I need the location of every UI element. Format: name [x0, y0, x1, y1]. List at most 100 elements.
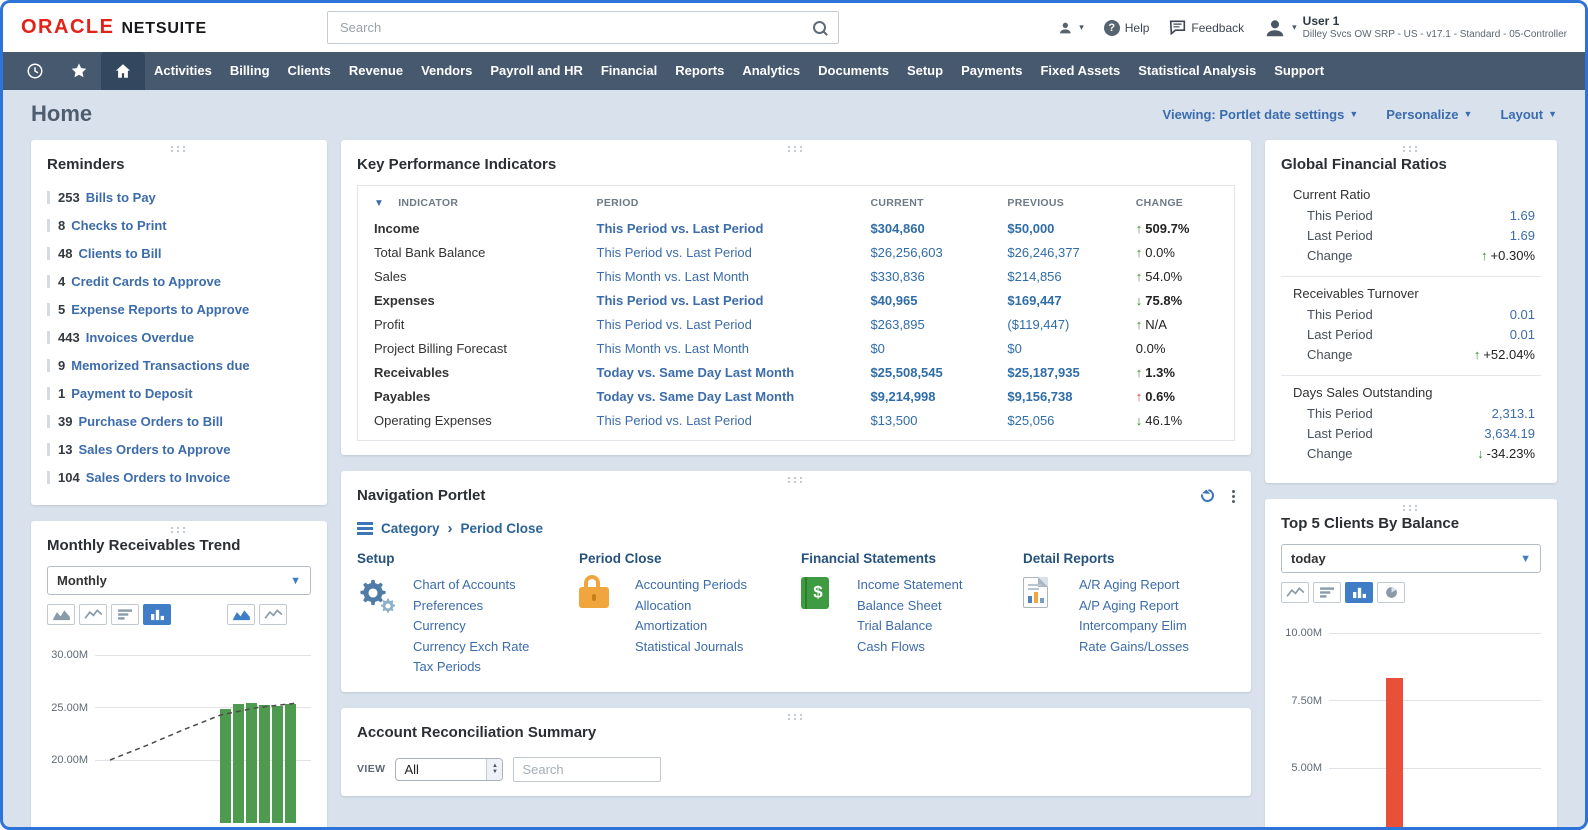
- kpi-period-link[interactable]: This Period vs. Last Period: [596, 244, 752, 260]
- receivables-bar[interactable]: [233, 704, 244, 823]
- kpi-previous-value[interactable]: $25,187,935: [1007, 364, 1080, 380]
- nav-portlet-link-currency[interactable]: Currency: [413, 618, 466, 633]
- nav-portlet-link-rate-gains-losses[interactable]: Rate Gains/Losses: [1079, 638, 1189, 654]
- nav-portlet-link-amortization[interactable]: Amortization: [635, 618, 708, 633]
- kpi-previous-value[interactable]: ($119,447): [1007, 316, 1070, 332]
- nav-item-vendors[interactable]: Vendors: [421, 63, 473, 78]
- nav-portlet-link-a-r-aging-report[interactable]: A/R Aging Report: [1079, 577, 1180, 592]
- drag-handle[interactable]: [786, 145, 806, 152]
- vbar-chart-toggle[interactable]: [1345, 582, 1373, 603]
- area-chart-toggle[interactable]: [227, 604, 255, 625]
- pie-chart-toggle[interactable]: [1377, 582, 1405, 603]
- nav-item-payroll-and-hr[interactable]: Payroll and HR: [490, 63, 583, 78]
- nav-portlet-link-trial-balance[interactable]: Trial Balance: [857, 618, 933, 633]
- nav-item-revenue[interactable]: Revenue: [348, 63, 404, 78]
- reminder-item-expense-reports-to-approve[interactable]: 5 Expense Reports to Approve: [47, 295, 311, 323]
- kpi-current-value[interactable]: $26,256,603: [870, 244, 943, 260]
- reminder-item-clients-to-bill[interactable]: 48 Clients to Bill: [47, 239, 311, 267]
- nav-portlet-link-tax-periods[interactable]: Tax Periods: [413, 659, 481, 674]
- nav-portlet-link-intercompany-elim[interactable]: Intercompany Elim: [1079, 618, 1187, 633]
- viewing-settings-menu[interactable]: Viewing: Portlet date settings ▼: [1162, 106, 1359, 122]
- line-chart-toggle[interactable]: [79, 604, 107, 625]
- reminder-item-checks-to-print[interactable]: 8 Checks to Print: [47, 211, 311, 239]
- drag-handle[interactable]: [786, 712, 806, 720]
- ratio-value-link[interactable]: 2,313.1: [1491, 405, 1535, 421]
- nav-item-fixed-assets[interactable]: Fixed Assets: [1040, 63, 1121, 78]
- kebab-menu-icon[interactable]: [1232, 490, 1235, 493]
- reminder-item-invoices-overdue[interactable]: 443 Invoices Overdue: [47, 323, 311, 351]
- global-search[interactable]: [326, 11, 839, 44]
- feedback-button[interactable]: Feedback: [1169, 20, 1244, 35]
- nav-item-statistical-analysis[interactable]: Statistical Analysis: [1138, 63, 1257, 78]
- kpi-previous-value[interactable]: $9,156,738: [1007, 388, 1073, 404]
- hbar-chart-toggle[interactable]: [111, 604, 139, 625]
- reminder-link[interactable]: Sales Orders to Invoice: [85, 469, 231, 485]
- ratio-value-link[interactable]: 3,634.19: [1484, 425, 1535, 441]
- receivables-bar[interactable]: [272, 706, 283, 823]
- kpi-current-value[interactable]: $13,500: [870, 412, 918, 428]
- clients-period-select[interactable]: today ▼: [1281, 544, 1541, 573]
- ratio-value-link[interactable]: 1.69: [1509, 207, 1535, 223]
- nav-item-activities[interactable]: Activities: [154, 63, 212, 78]
- reminder-item-memorized-transactions-due[interactable]: 9 Memorized Transactions due: [47, 351, 311, 379]
- kpi-current-value[interactable]: $0: [870, 340, 885, 356]
- reminder-item-sales-orders-to-invoice[interactable]: 104 Sales Orders to Invoice: [47, 463, 311, 491]
- ratio-value-link[interactable]: 0.01: [1509, 326, 1535, 342]
- nav-item-clients[interactable]: Clients: [287, 63, 331, 78]
- kpi-previous-value[interactable]: $26,246,377: [1007, 244, 1080, 260]
- vbar-chart-toggle[interactable]: [143, 604, 171, 625]
- view-select[interactable]: All ▲ ▼: [395, 757, 504, 781]
- reminder-item-credit-cards-to-approve[interactable]: 4 Credit Cards to Approve: [47, 267, 311, 295]
- kpi-current-value[interactable]: $304,860: [870, 220, 925, 236]
- reminder-link[interactable]: Expense Reports to Approve: [71, 301, 250, 317]
- nav-item-setup[interactable]: Setup: [906, 63, 944, 78]
- nav-item-analytics[interactable]: Analytics: [742, 63, 801, 78]
- nav-portlet-link-preferences[interactable]: Preferences: [413, 597, 484, 613]
- drag-handle[interactable]: [1401, 145, 1421, 152]
- drag-handle[interactable]: [1401, 504, 1421, 511]
- kpi-period-link[interactable]: Today vs. Same Day Last Month: [596, 388, 795, 404]
- reminder-link[interactable]: Memorized Transactions due: [71, 357, 250, 373]
- kpi-previous-value[interactable]: $169,447: [1007, 292, 1062, 308]
- nav-portlet-link-chart-of-accounts[interactable]: Chart of Accounts: [413, 577, 516, 592]
- search-icon[interactable]: [812, 20, 828, 36]
- ratio-value-link[interactable]: 1.69: [1509, 227, 1535, 243]
- category-menu-icon[interactable]: [357, 522, 373, 525]
- nav-portlet-link-statistical-journals[interactable]: Statistical Journals: [635, 638, 744, 654]
- reconciliation-search-input[interactable]: [513, 756, 662, 782]
- hbar-chart-toggle[interactable]: [1313, 582, 1341, 603]
- nav-portlet-link-allocation[interactable]: Allocation: [635, 597, 692, 613]
- reminder-item-payment-to-deposit[interactable]: 1 Payment to Deposit: [47, 379, 311, 407]
- client-balance-bar[interactable]: [1386, 677, 1403, 827]
- reminder-link[interactable]: Checks to Print: [71, 217, 167, 233]
- personalize-menu[interactable]: Personalize ▼: [1386, 106, 1473, 122]
- nav-item-financial[interactable]: Financial: [600, 63, 658, 78]
- kpi-period-link[interactable]: This Period vs. Last Period: [596, 316, 752, 332]
- shortcuts-star-icon[interactable]: [57, 52, 101, 90]
- kpi-current-value[interactable]: $40,965: [870, 292, 918, 308]
- receivables-bar[interactable]: [285, 704, 296, 823]
- kpi-period-link[interactable]: This Month vs. Last Month: [596, 268, 749, 284]
- nav-item-billing[interactable]: Billing: [229, 63, 270, 78]
- reminder-link[interactable]: Payment to Deposit: [71, 385, 193, 401]
- kpi-period-link[interactable]: This Period vs. Last Period: [596, 412, 752, 428]
- receivables-bar[interactable]: [246, 703, 257, 823]
- nav-item-support[interactable]: Support: [1274, 63, 1325, 78]
- kpi-period-link[interactable]: This Month vs. Last Month: [596, 340, 749, 356]
- receivables-bar[interactable]: [220, 708, 231, 823]
- breadcrumb-root[interactable]: Category: [381, 521, 440, 536]
- line-chart-toggle[interactable]: [259, 604, 287, 625]
- ratio-value-link[interactable]: 0.01: [1509, 306, 1535, 322]
- search-input[interactable]: [337, 19, 812, 36]
- nav-portlet-link-a-p-aging-report[interactable]: A/P Aging Report: [1079, 597, 1179, 613]
- reminder-link[interactable]: Invoices Overdue: [85, 329, 195, 345]
- reminder-link[interactable]: Sales Orders to Approve: [78, 441, 231, 457]
- recent-records-clock-icon[interactable]: [13, 52, 57, 90]
- nav-item-reports[interactable]: Reports: [675, 63, 725, 78]
- line-chart-toggle[interactable]: [1281, 582, 1309, 603]
- kpi-current-value[interactable]: $330,836: [870, 268, 925, 284]
- reminder-link[interactable]: Purchase Orders to Bill: [78, 413, 223, 429]
- kpi-period-link[interactable]: This Period vs. Last Period: [596, 292, 764, 308]
- refresh-icon[interactable]: [1198, 486, 1217, 505]
- netsuite-logo[interactable]: ORACLE NETSUITE: [21, 16, 207, 39]
